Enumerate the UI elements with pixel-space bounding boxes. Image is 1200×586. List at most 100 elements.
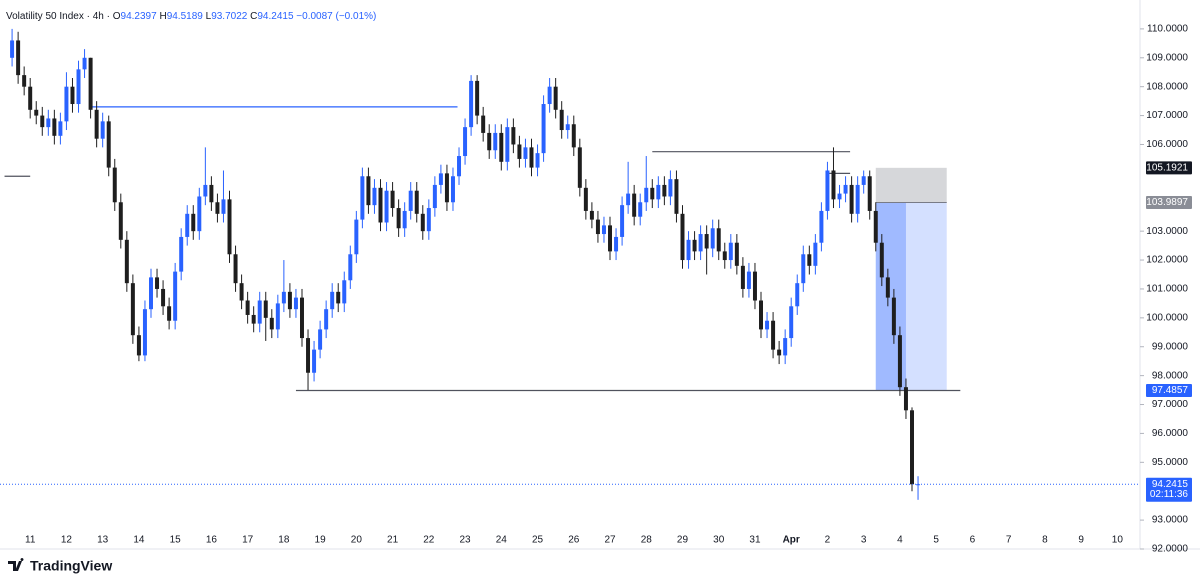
candle-body — [227, 199, 232, 255]
candle-body — [752, 271, 757, 301]
candle-body — [149, 277, 153, 310]
candle-body — [203, 184, 208, 197]
candle-body — [76, 69, 81, 105]
x-tick-label: 17 — [242, 535, 254, 546]
ohlc-value: 94.5189 — [167, 11, 204, 22]
x-tick-label: 22 — [423, 535, 435, 546]
candle-body — [402, 210, 407, 229]
candle-body — [366, 176, 371, 206]
candle-body — [142, 309, 147, 356]
candle-body — [849, 184, 854, 214]
candle-body — [692, 239, 697, 252]
y-tick-label: 97.0000 — [1152, 399, 1189, 410]
candle-body — [155, 277, 160, 289]
x-tick-label: 8 — [1042, 535, 1048, 546]
candle-body — [698, 234, 703, 252]
candle-body — [438, 173, 443, 185]
candle-body — [414, 190, 419, 214]
candle-body — [281, 291, 286, 304]
candle-body — [432, 184, 437, 209]
candle-body — [765, 320, 770, 330]
y-tick-label: 102.0000 — [1146, 255, 1188, 266]
candle-body — [124, 239, 129, 284]
candle-body — [463, 127, 468, 157]
candle-body — [728, 242, 733, 261]
candle-body — [517, 144, 522, 159]
x-tick-label: 6 — [970, 535, 976, 546]
candle-body — [360, 176, 365, 220]
x-tick-label: 29 — [677, 535, 689, 546]
y-tick-label: 95.0000 — [1152, 457, 1189, 468]
chart-title: Volatility 50 Index · 4h · — [6, 11, 110, 22]
candle-body — [541, 104, 546, 154]
candle-body — [306, 338, 311, 373]
candle-body — [475, 80, 480, 116]
candle-body — [746, 271, 751, 289]
candle-body — [130, 283, 135, 336]
candle-body — [493, 132, 498, 151]
candle-body — [179, 236, 184, 272]
ohlc-letter: L — [206, 11, 212, 22]
stop-zone — [875, 167, 947, 203]
y-tick-label: 93.0000 — [1152, 515, 1189, 526]
candle-body — [336, 291, 341, 304]
x-tick-label: 2 — [825, 535, 831, 546]
ohlc-value: 94.2397 — [121, 11, 158, 22]
x-tick-label: 31 — [749, 535, 761, 546]
x-tick-label: 18 — [278, 535, 290, 546]
candle-body — [312, 349, 317, 373]
candle-body — [831, 170, 836, 200]
candle-body — [861, 176, 866, 185]
candle-body — [589, 210, 594, 220]
candle-body — [263, 300, 268, 318]
x-tick-label: 11 — [25, 535, 36, 546]
entry-label: 103.9897 — [1146, 197, 1188, 208]
candle-body — [408, 190, 413, 211]
y-tick-label: 110.0000 — [1147, 24, 1188, 35]
candle-body — [233, 254, 238, 284]
y-tick-label: 106.0000 — [1146, 139, 1188, 150]
candle-body — [257, 300, 262, 324]
candle-body — [173, 271, 178, 321]
candle-body — [40, 115, 45, 128]
candle-body — [511, 127, 516, 145]
candle-body — [813, 242, 818, 266]
x-tick-label: 30 — [713, 535, 725, 546]
ohlc-letter: H — [159, 11, 166, 22]
candle-body — [626, 193, 631, 206]
candle-body — [46, 118, 51, 128]
x-tick-label: 19 — [315, 535, 327, 546]
y-tick-label: 92.0000 — [1152, 544, 1189, 555]
x-tick-label: 15 — [170, 535, 182, 546]
candle-body — [22, 75, 27, 87]
candle-body — [342, 280, 347, 304]
y-tick-label: 98.0000 — [1152, 370, 1189, 381]
candle-body — [118, 202, 123, 240]
candle-body — [891, 297, 896, 336]
candle-body — [523, 147, 528, 159]
candle-body — [457, 156, 462, 177]
candle-body — [185, 213, 190, 237]
candle-body — [420, 213, 425, 232]
candle-body — [759, 300, 763, 330]
brand: TradingView — [30, 558, 112, 574]
candle-body — [161, 288, 166, 307]
target-label: 97.4857 — [1152, 385, 1189, 396]
x-tick-label: 25 — [532, 535, 544, 546]
x-tick-label: 7 — [1006, 535, 1012, 546]
x-tick-label: 12 — [61, 535, 73, 546]
candle-body — [505, 127, 510, 162]
candle-body — [897, 335, 902, 388]
candle-body — [529, 147, 534, 168]
candle-body — [710, 228, 715, 249]
candle-body — [324, 309, 329, 330]
candle-body — [16, 40, 21, 76]
candle-body — [608, 225, 613, 252]
candle-body — [789, 306, 794, 339]
candle-body — [100, 121, 105, 139]
candle-body — [777, 349, 782, 356]
candle-body — [167, 306, 172, 321]
candle-body — [112, 167, 117, 203]
candle-body — [825, 170, 830, 211]
